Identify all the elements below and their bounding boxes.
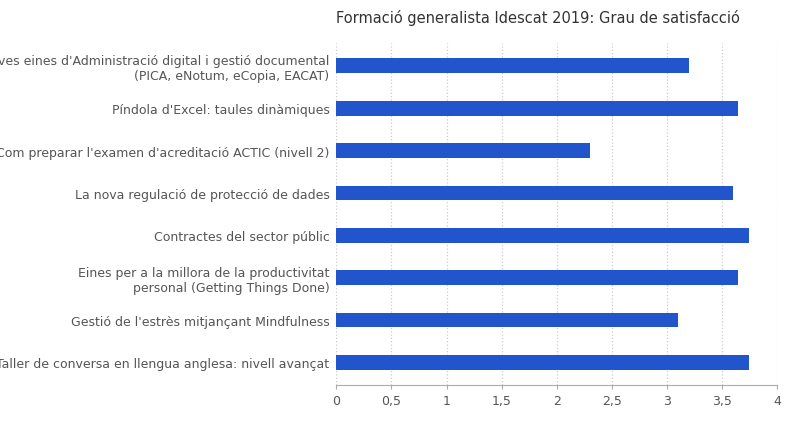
Bar [336, 102, 739, 117]
Bar [336, 186, 733, 201]
Bar [336, 228, 750, 243]
Bar [336, 144, 590, 159]
Text: Formació generalista Idescat 2019: Grau de satisfacció: Formació generalista Idescat 2019: Grau … [336, 10, 740, 26]
Bar [336, 355, 750, 370]
Bar [336, 271, 739, 286]
Bar [336, 59, 689, 74]
Bar [336, 313, 678, 328]
